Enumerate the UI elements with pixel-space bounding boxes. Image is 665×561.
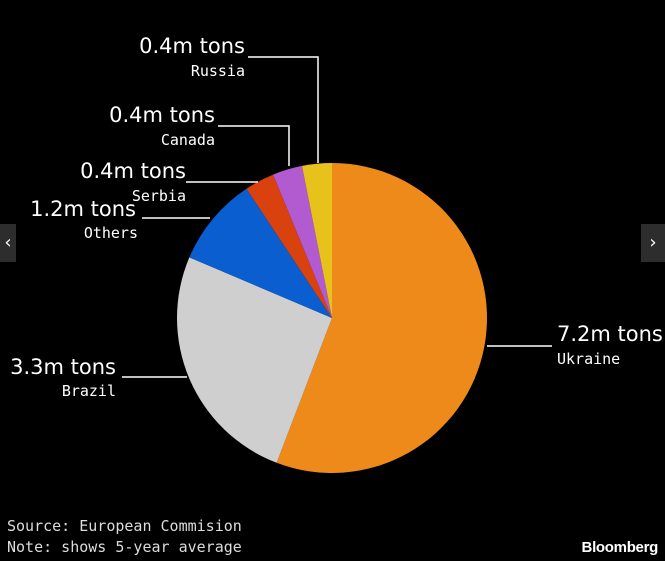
chevron-left-icon: ‹ bbox=[4, 232, 12, 253]
leader-line-canada bbox=[218, 125, 290, 166]
chevron-right-icon: › bbox=[649, 232, 657, 253]
value-label-others: 1.2m tons bbox=[30, 197, 136, 221]
pie-slice-brazil bbox=[176, 257, 332, 463]
bloomberg-logo: Bloomberg bbox=[581, 539, 659, 556]
value-label-brazil: 3.3m tons bbox=[10, 355, 116, 379]
value-label-serbia: 0.4m tons bbox=[80, 159, 186, 183]
previous-chart-button[interactable]: ‹ bbox=[0, 224, 16, 262]
category-label-ukraine: Ukraine bbox=[557, 350, 620, 368]
pie-slice-russia bbox=[301, 163, 332, 318]
pie-slice-ukraine bbox=[276, 163, 488, 474]
category-label-canada: Canada bbox=[161, 131, 215, 149]
pie-slice-canada bbox=[273, 165, 332, 318]
pie-slice-others bbox=[189, 188, 332, 318]
category-label-serbia: Serbia bbox=[132, 187, 186, 205]
category-label-russia: Russia bbox=[191, 62, 245, 80]
next-chart-button[interactable]: › bbox=[641, 224, 665, 262]
value-label-ukraine: 7.2m tons bbox=[557, 322, 663, 346]
leader-line-russia bbox=[248, 56, 319, 163]
value-label-russia: 0.4m tons bbox=[139, 34, 245, 58]
value-label-canada: 0.4m tons bbox=[109, 103, 215, 127]
category-label-others: Others bbox=[84, 224, 138, 242]
pie-slice-serbia bbox=[246, 174, 332, 318]
category-label-brazil: Brazil bbox=[62, 382, 116, 400]
source-note: Source: European Commision bbox=[7, 517, 242, 535]
average-note: Note: shows 5-year average bbox=[7, 538, 242, 556]
